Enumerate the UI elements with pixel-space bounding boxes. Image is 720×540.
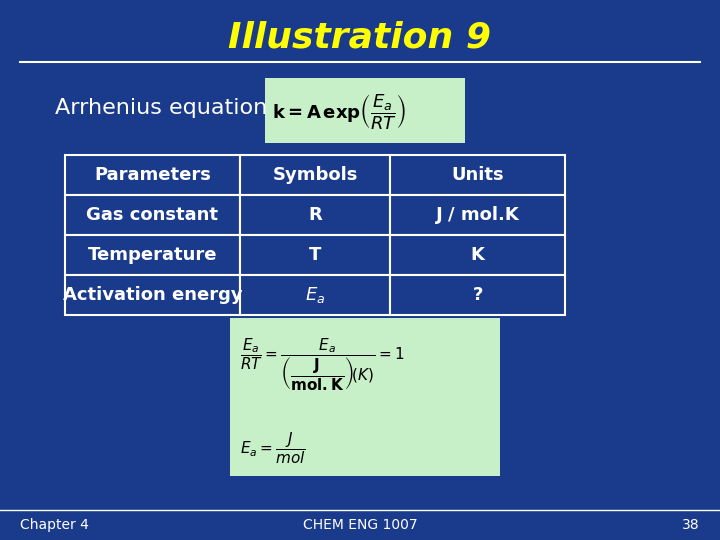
- Text: Activation energy: Activation energy: [63, 286, 243, 304]
- Text: ?: ?: [472, 286, 482, 304]
- Text: CHEM ENG 1007: CHEM ENG 1007: [302, 518, 418, 532]
- FancyBboxPatch shape: [240, 155, 390, 195]
- FancyBboxPatch shape: [240, 195, 390, 235]
- Text: Chapter 4: Chapter 4: [20, 518, 89, 532]
- Text: Gas constant: Gas constant: [86, 206, 218, 224]
- FancyBboxPatch shape: [65, 155, 240, 195]
- Text: $E_a = \dfrac{J}{mol}$: $E_a = \dfrac{J}{mol}$: [240, 430, 306, 466]
- Text: $E_a$: $E_a$: [305, 285, 325, 305]
- Text: Parameters: Parameters: [94, 166, 211, 184]
- Text: $\dfrac{E_a}{RT} = \dfrac{E_a}{\left(\dfrac{\mathbf{J}}{\mathbf{mol.K}}\right)\!: $\dfrac{E_a}{RT} = \dfrac{E_a}{\left(\df…: [240, 337, 405, 393]
- Text: Temperature: Temperature: [88, 246, 217, 264]
- FancyBboxPatch shape: [265, 78, 465, 143]
- Text: $\mathbf{k = A\,exp}\left(\dfrac{E_a}{RT}\right)$: $\mathbf{k = A\,exp}\left(\dfrac{E_a}{RT…: [272, 92, 407, 132]
- Text: Illustration 9: Illustration 9: [228, 21, 492, 55]
- Text: J / mol.K: J / mol.K: [436, 206, 519, 224]
- Text: K: K: [471, 246, 485, 264]
- FancyBboxPatch shape: [390, 275, 565, 315]
- FancyBboxPatch shape: [390, 235, 565, 275]
- FancyBboxPatch shape: [65, 275, 240, 315]
- Text: R: R: [308, 206, 322, 224]
- FancyBboxPatch shape: [390, 195, 565, 235]
- Text: Units: Units: [451, 166, 504, 184]
- Text: 38: 38: [683, 518, 700, 532]
- FancyBboxPatch shape: [390, 155, 565, 195]
- Text: T: T: [309, 246, 321, 264]
- Text: Symbols: Symbols: [272, 166, 358, 184]
- FancyBboxPatch shape: [230, 318, 500, 476]
- FancyBboxPatch shape: [65, 195, 240, 235]
- FancyBboxPatch shape: [65, 235, 240, 275]
- FancyBboxPatch shape: [240, 275, 390, 315]
- FancyBboxPatch shape: [240, 235, 390, 275]
- Text: Arrhenius equation: Arrhenius equation: [55, 98, 267, 118]
